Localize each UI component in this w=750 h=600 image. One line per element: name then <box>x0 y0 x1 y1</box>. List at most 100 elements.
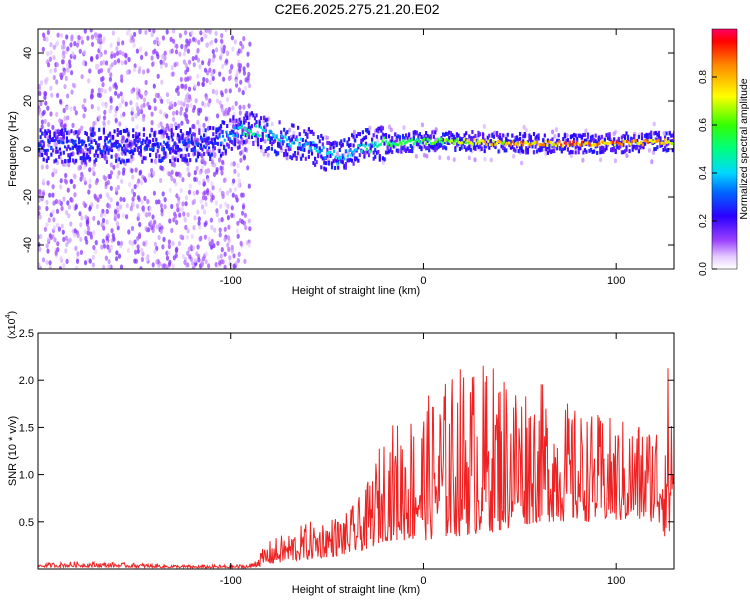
spectrogram-cell <box>376 138 380 144</box>
spectrogram-cell <box>490 143 493 147</box>
spectrogram-cell <box>70 89 74 95</box>
spectrogram-cell <box>384 150 388 155</box>
spectrogram-cell <box>341 155 344 160</box>
spectrogram-cell <box>603 137 606 142</box>
spectrogram-cell <box>142 138 145 142</box>
spectrogram-cell <box>97 33 101 39</box>
spectrogram-cell <box>89 231 93 237</box>
spectrogram-cell <box>371 137 374 142</box>
spectrogram-cell <box>160 98 164 104</box>
spectrogram-cell <box>593 138 596 143</box>
spectrogram-cell <box>187 140 190 144</box>
spectrogram-cell <box>544 151 548 157</box>
spectrogram-cell <box>605 141 608 145</box>
spectrogram-cell <box>107 259 111 265</box>
spectrogram-cell <box>119 204 123 210</box>
spectrogram-cell <box>580 143 583 147</box>
spectrogram-cell <box>247 218 251 224</box>
spectrogram-cell <box>140 104 144 110</box>
spectrogram-cell <box>228 187 232 193</box>
spectrogram-cell <box>95 149 98 153</box>
spectrogram-cell <box>149 153 152 158</box>
spectrogram-cell <box>216 113 220 119</box>
spectrogram-cell <box>508 141 511 145</box>
spectrogram-cell <box>667 147 670 152</box>
spectrogram-cell <box>127 56 131 63</box>
spectrogram-cell <box>545 147 548 151</box>
spectrogram-cell <box>366 128 369 132</box>
spectrogram-cell <box>420 147 423 152</box>
spectrogram-cell <box>563 146 566 151</box>
spectrogram-cell <box>445 131 448 136</box>
spectrogram-cell <box>159 64 163 70</box>
colorbar: 0.00.20.40.60.8 Normalized spectral ampl… <box>698 28 750 276</box>
spectrogram-cell <box>380 128 383 133</box>
spectrogram-cell <box>563 141 566 145</box>
spectrogram-cell <box>232 161 236 167</box>
spectrogram-cell <box>126 247 131 254</box>
spectrogram-cell <box>186 158 189 163</box>
snr-xtick-label: 0 <box>420 575 426 587</box>
spectrogram-cell <box>452 137 455 142</box>
spectrogram-cell <box>613 137 616 142</box>
spectrogram-cell <box>341 142 344 147</box>
spectrogram-cell <box>92 121 96 127</box>
spectrogram-cell <box>58 154 61 159</box>
spectrogram-cell <box>165 255 170 261</box>
spectrogram-cell <box>183 216 187 222</box>
spectrogram-cell <box>153 133 156 138</box>
spectrogram-cell <box>51 148 55 153</box>
spectrogram-cell <box>184 83 188 89</box>
spectrogram-cell <box>410 138 414 142</box>
spectrogram-cell <box>115 250 119 256</box>
spectrogram-cell <box>54 250 58 256</box>
spectrogram-cell <box>235 136 239 143</box>
spectrogram-cell <box>489 157 493 163</box>
spectrogram-cell <box>83 98 87 104</box>
spectrogram-cell <box>611 148 614 153</box>
spectrogram-cell <box>186 228 190 234</box>
spectrogram-cell <box>203 221 207 228</box>
spectrogram-cell <box>573 132 576 137</box>
spectrogram-cell <box>290 156 294 161</box>
spectrogram-cell <box>48 140 51 144</box>
spectrogram-cell <box>75 258 80 264</box>
spectrogram-cell <box>548 144 551 149</box>
spectrogram-cell <box>42 32 46 38</box>
spectrogram-cell <box>332 149 336 153</box>
spectrogram-cell <box>254 124 257 128</box>
spectrogram-cell <box>652 140 655 144</box>
spectrogram-cell <box>99 67 103 74</box>
spectrogram-cell <box>238 104 242 110</box>
spectrogram-cell <box>620 143 623 147</box>
spectrogram-cell <box>252 142 255 146</box>
spectrogram-cell <box>200 204 205 210</box>
spectrogram-cell <box>61 229 65 235</box>
spectrogram-cell <box>115 141 118 146</box>
spectrogram-cell <box>90 202 94 208</box>
spectrogram-cell <box>499 132 502 137</box>
spectrogram-cell <box>624 139 627 143</box>
spectrogram-cell <box>101 82 105 88</box>
spectrogram-cell <box>314 156 317 161</box>
spectrogram-cell <box>199 30 203 36</box>
spectrogram-cell <box>71 82 75 88</box>
spectrogram-cell <box>81 141 84 145</box>
spectrogram-cell <box>426 138 429 143</box>
spectrogram-cell <box>130 106 134 112</box>
spectrogram-cell <box>203 190 207 196</box>
spectrogram-cell <box>548 140 551 144</box>
spectrogram-cell <box>431 145 434 150</box>
spectrogram-cell <box>210 71 214 77</box>
spectrogram-cell <box>600 140 603 143</box>
spectrogram-cell <box>173 150 176 154</box>
spectrogram-cell <box>172 178 177 184</box>
spectrogram-cell <box>246 165 250 171</box>
spectrogram-cell <box>53 237 57 243</box>
spectrogram-cell <box>184 76 188 82</box>
spectrogram-cell <box>278 144 281 149</box>
spectrogram-cell <box>471 130 474 134</box>
spectrogram-cells <box>38 29 674 269</box>
spectrogram-cell <box>133 258 137 264</box>
spectrogram-cell <box>183 259 187 265</box>
